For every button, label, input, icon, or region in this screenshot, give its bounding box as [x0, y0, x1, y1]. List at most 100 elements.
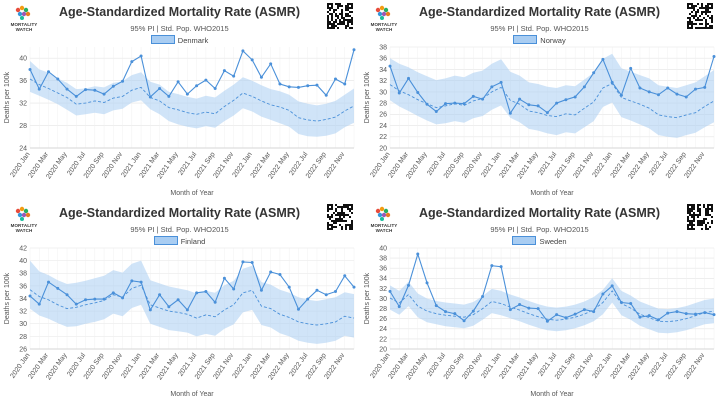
data-point[interactable] [167, 305, 171, 309]
data-point[interactable] [343, 274, 347, 278]
data-point[interactable] [703, 311, 707, 315]
data-point[interactable] [582, 85, 586, 89]
data-point[interactable] [139, 54, 143, 58]
data-point[interactable] [629, 66, 633, 70]
data-point[interactable] [407, 283, 411, 287]
data-point[interactable] [490, 264, 494, 268]
data-point[interactable] [204, 78, 208, 82]
data-point[interactable] [269, 270, 273, 274]
data-point[interactable] [656, 318, 660, 322]
data-point[interactable] [232, 287, 236, 291]
data-point[interactable] [259, 75, 263, 79]
data-point[interactable] [527, 306, 531, 310]
data-point[interactable] [222, 69, 226, 73]
data-point[interactable] [195, 291, 199, 295]
data-point[interactable] [176, 80, 180, 84]
data-point[interactable] [397, 305, 401, 309]
data-point[interactable] [656, 93, 660, 97]
data-point[interactable] [93, 88, 97, 92]
data-point[interactable] [176, 298, 180, 302]
data-point[interactable] [453, 101, 457, 105]
data-point[interactable] [56, 77, 60, 81]
data-point[interactable] [74, 94, 78, 98]
data-point[interactable] [684, 312, 688, 316]
legend[interactable]: Denmark [0, 35, 359, 45]
data-point[interactable] [712, 313, 716, 317]
data-point[interactable] [564, 98, 568, 102]
data-point[interactable] [416, 90, 420, 94]
data-point[interactable] [499, 265, 503, 269]
data-point[interactable] [453, 312, 457, 316]
data-point[interactable] [573, 95, 577, 99]
data-point[interactable] [425, 102, 429, 106]
data-point[interactable] [296, 85, 300, 89]
data-point[interactable] [324, 293, 328, 297]
data-point[interactable] [84, 88, 88, 92]
data-point[interactable] [65, 87, 69, 91]
data-point[interactable] [158, 293, 162, 297]
data-point[interactable] [619, 93, 623, 97]
data-point[interactable] [471, 309, 475, 313]
data-point[interactable] [582, 308, 586, 312]
data-point[interactable] [471, 94, 475, 98]
data-point[interactable] [712, 55, 716, 59]
data-point[interactable] [185, 92, 189, 96]
data-point[interactable] [333, 77, 337, 81]
data-point[interactable] [666, 311, 670, 315]
data-point[interactable] [619, 301, 623, 305]
data-point[interactable] [481, 97, 485, 101]
data-point[interactable] [333, 290, 337, 294]
data-point[interactable] [232, 74, 236, 78]
data-point[interactable] [647, 90, 651, 94]
data-point[interactable] [158, 87, 162, 91]
data-point[interactable] [545, 111, 549, 115]
data-point[interactable] [111, 291, 115, 295]
data-point[interactable] [545, 319, 549, 323]
data-point[interactable] [499, 80, 503, 84]
data-point[interactable] [407, 76, 411, 80]
data-point[interactable] [527, 103, 531, 107]
data-point[interactable] [693, 312, 697, 316]
data-point[interactable] [167, 94, 171, 98]
data-point[interactable] [481, 294, 485, 298]
data-point[interactable] [56, 286, 60, 290]
data-point[interactable] [195, 84, 199, 88]
data-point[interactable] [638, 315, 642, 319]
data-point[interactable] [47, 70, 51, 74]
data-point[interactable] [102, 92, 106, 96]
data-point[interactable] [37, 87, 41, 91]
data-point[interactable] [684, 95, 688, 99]
data-point[interactable] [675, 92, 679, 96]
data-point[interactable] [213, 87, 217, 91]
data-point[interactable] [610, 80, 614, 84]
data-point[interactable] [130, 60, 134, 64]
data-point[interactable] [536, 104, 540, 108]
data-point[interactable] [121, 79, 125, 83]
data-point[interactable] [241, 260, 245, 264]
legend[interactable]: Finland [0, 236, 359, 246]
data-point[interactable] [573, 312, 577, 316]
data-point[interactable] [28, 294, 32, 298]
data-point[interactable] [315, 288, 319, 292]
data-point[interactable] [130, 279, 134, 283]
data-point[interactable] [343, 82, 347, 86]
data-point[interactable] [352, 48, 356, 52]
data-point[interactable] [74, 302, 78, 306]
data-point[interactable] [287, 285, 291, 289]
data-point[interactable] [315, 83, 319, 87]
data-point[interactable] [47, 280, 51, 284]
data-point[interactable] [352, 285, 356, 289]
data-point[interactable] [250, 58, 254, 62]
data-point[interactable] [508, 308, 512, 312]
data-point[interactable] [296, 307, 300, 311]
data-point[interactable] [93, 297, 97, 301]
data-point[interactable] [508, 111, 512, 115]
data-point[interactable] [111, 84, 115, 88]
data-point[interactable] [434, 110, 438, 114]
legend[interactable]: Sweden [360, 236, 719, 246]
data-point[interactable] [28, 67, 32, 71]
data-point[interactable] [629, 302, 633, 306]
data-point[interactable] [425, 281, 429, 285]
data-point[interactable] [222, 276, 226, 280]
data-point[interactable] [703, 85, 707, 89]
